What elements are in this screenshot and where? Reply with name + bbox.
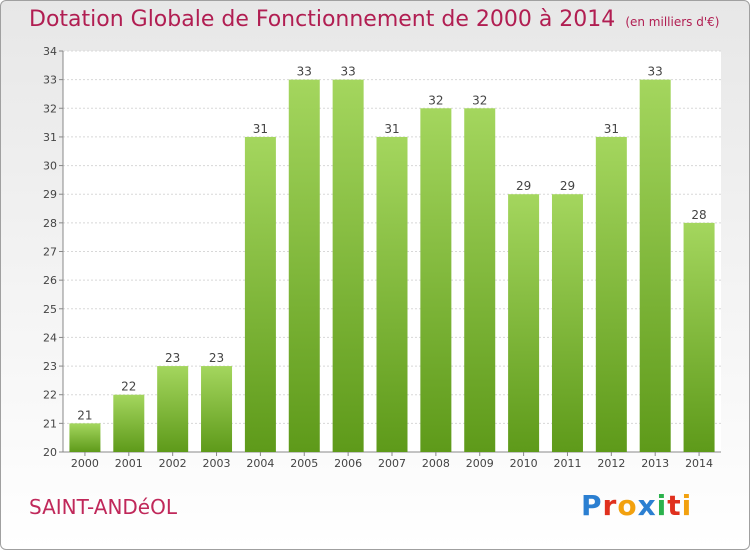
y-tick-label: 26 (43, 274, 57, 287)
logo-letter: P (581, 489, 603, 522)
bar-2012 (595, 136, 627, 452)
y-tick-label: 21 (43, 417, 57, 430)
bar-value-label: 33 (648, 65, 663, 79)
x-tick-label: 2002 (159, 457, 187, 470)
bar-value-label: 33 (340, 65, 355, 79)
bar-2004 (244, 136, 276, 452)
bars (69, 79, 715, 453)
bar-value-label: 29 (560, 179, 575, 193)
x-tick-label: 2000 (71, 457, 99, 470)
x-tick-label: 2004 (246, 457, 274, 470)
commune-name: SAINT-ANDéOL (29, 495, 177, 519)
bar-value-label: 28 (691, 208, 706, 222)
x-tick-label: 2005 (290, 457, 318, 470)
y-tick-label: 32 (43, 102, 57, 115)
proxiti-logo: Proxiti (581, 489, 692, 522)
y-tick-label: 23 (43, 360, 57, 373)
x-tick-label: 2011 (553, 457, 581, 470)
labels: 20 21 22 23 24 25 26 27 28 29 30 31 32 33 34 21 2000 22 20… (43, 45, 713, 470)
bar-value-label: 33 (297, 65, 312, 79)
logo-letter: r (602, 489, 618, 522)
y-tick-label: 31 (43, 131, 57, 144)
bar-2007 (376, 136, 408, 452)
bar-value-label: 31 (604, 122, 619, 136)
bar-2000 (69, 423, 101, 452)
y-tick-label: 33 (43, 74, 57, 87)
logo-letter: t (667, 489, 682, 522)
y-tick-label: 29 (43, 188, 57, 201)
x-tick-label: 2010 (510, 457, 538, 470)
bar-value-label: 23 (165, 351, 180, 365)
bar-value-label: 23 (209, 351, 224, 365)
bar-2005 (288, 79, 320, 453)
logo-letter: i (656, 489, 668, 522)
y-tick-label: 20 (43, 446, 57, 459)
bar-2006 (332, 79, 364, 453)
bar-2008 (420, 108, 452, 453)
bar-value-label: 32 (472, 93, 487, 107)
y-tick-label: 30 (43, 160, 57, 173)
x-tick-label: 2003 (203, 457, 231, 470)
bar-value-label: 29 (516, 179, 531, 193)
y-tick-label: 22 (43, 389, 57, 402)
bar-2002 (157, 366, 189, 452)
bar-value-label: 31 (384, 122, 399, 136)
bar-2001 (113, 394, 145, 452)
logo-letter: i (681, 489, 693, 522)
bar-value-label: 31 (253, 122, 268, 136)
bar-value-label: 22 (121, 380, 136, 394)
chart-title-text: Dotation Globale de Fonctionnement de 20… (29, 7, 616, 32)
logo-letter: x (637, 489, 657, 522)
chart-unit: (en milliers d'€) (625, 15, 720, 29)
logo-letter: o (617, 489, 638, 522)
x-tick-label: 2013 (641, 457, 669, 470)
y-tick-label: 28 (43, 217, 57, 230)
bar-2011 (551, 194, 583, 452)
bar-2014 (683, 222, 715, 452)
x-tick-label: 2009 (466, 457, 494, 470)
y-tick-label: 25 (43, 303, 57, 316)
x-tick-label: 2001 (115, 457, 143, 470)
bar-2010 (508, 194, 540, 452)
x-tick-label: 2008 (422, 457, 450, 470)
y-tick-label: 24 (43, 331, 57, 344)
bar-value-label: 32 (428, 93, 443, 107)
y-tick-label: 27 (43, 246, 57, 259)
bar-2009 (464, 108, 496, 453)
bar-2013 (639, 79, 671, 453)
y-tick-label: 34 (43, 45, 57, 58)
bar-value-label: 21 (77, 408, 92, 422)
x-tick-label: 2006 (334, 457, 362, 470)
x-tick-label: 2012 (597, 457, 625, 470)
x-tick-label: 2014 (685, 457, 713, 470)
x-tick-label: 2007 (378, 457, 406, 470)
bar-2003 (201, 366, 233, 452)
chart-title: Dotation Globale de Fonctionnement de 20… (29, 7, 719, 32)
